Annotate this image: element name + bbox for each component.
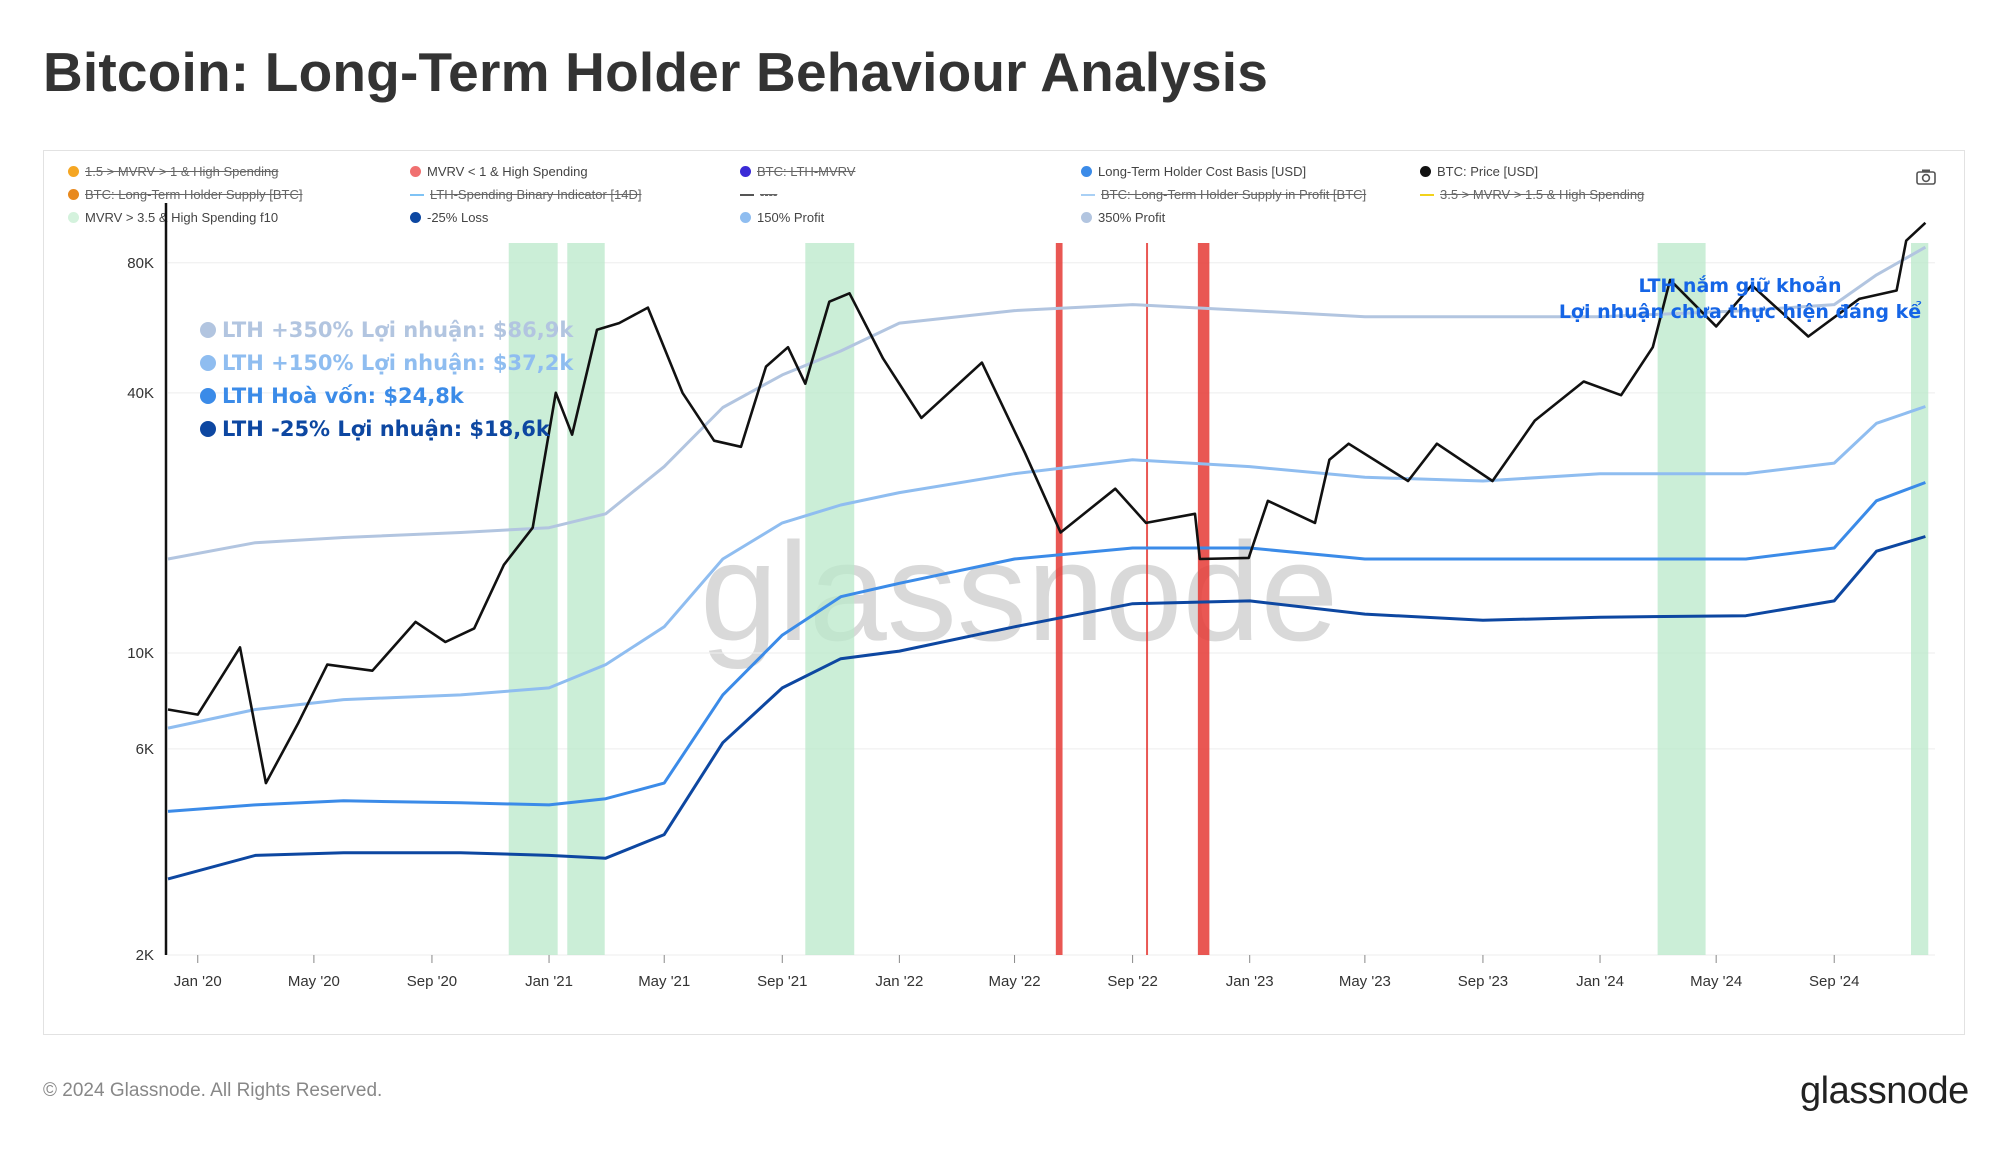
x-tick-label: May '23 xyxy=(1339,973,1391,990)
note-line1: LTH nắm giữ khoản xyxy=(1638,274,1841,297)
camera-icon[interactable] xyxy=(1915,167,1937,187)
note-line2: Lợi nhuận chưa thực hiện đáng kể xyxy=(1559,300,1921,323)
x-tick-label: Sep '23 xyxy=(1458,973,1508,990)
legend-item[interactable]: BTC: Price [USD] xyxy=(1420,164,1538,179)
band-rect xyxy=(1146,243,1149,955)
legend-item[interactable]: BTC: Long-Term Holder Supply [BTC] xyxy=(68,187,302,202)
annotation-dot xyxy=(200,421,216,437)
legend-label: 3.5 > MVRV > 1.5 & High Spending xyxy=(1440,187,1645,202)
legend-swatch xyxy=(740,166,751,177)
legend-label: 1.5 > MVRV > 1 & High Spending xyxy=(85,164,279,179)
annotation-150-profit: LTH +150% Lợi nhuận: $37,2k xyxy=(222,351,574,375)
legend-label: MVRV < 1 & High Spending xyxy=(427,164,588,179)
legend-swatch xyxy=(1420,193,1434,196)
legend-item[interactable]: BTC: Long-Term Holder Supply in Profit [… xyxy=(1081,187,1366,202)
legend-item[interactable]: BTC: LTH-MVRV xyxy=(740,164,855,179)
annotation-dot xyxy=(200,355,216,371)
legend-swatch xyxy=(740,193,754,196)
x-tick-label: May '20 xyxy=(288,973,340,990)
annotation-dot xyxy=(200,388,216,404)
legend-item[interactable]: -25% Loss xyxy=(410,210,488,225)
legend-item[interactable]: MVRV > 3.5 & High Spending f10 xyxy=(68,210,278,225)
y-tick-label: 40K xyxy=(127,385,154,402)
x-axis-ticks: Jan '20 May '20 Sep '20 Jan '21 May '21 Sep '… xyxy=(174,955,1859,990)
legend-item[interactable]: 3.5 > MVRV > 1.5 & High Spending xyxy=(1420,187,1644,202)
legend-item[interactable]: MVRV < 1 & High Spending xyxy=(410,164,588,179)
y-tick-label: 2K xyxy=(136,947,154,964)
legend-label: LTH-Spending Binary Indicator [14D] xyxy=(430,187,642,202)
legend-swatch xyxy=(410,166,421,177)
band-rect xyxy=(567,243,605,955)
annotation-block: LTH +350% Lợi nhuận: $86,9k LTH +150% Lợ… xyxy=(200,318,574,441)
x-tick-label: Jan '20 xyxy=(174,973,222,990)
x-tick-label: May '22 xyxy=(989,973,1041,990)
series-line xyxy=(167,221,1927,785)
series-line xyxy=(167,245,1927,561)
legend-label: BTC: Long-Term Holder Supply in Profit [… xyxy=(1101,187,1367,202)
legend-label: 350% Profit xyxy=(1098,210,1166,225)
series-lines xyxy=(167,221,1927,881)
x-tick-label: May '21 xyxy=(638,973,690,990)
legend-item[interactable]: 150% Profit xyxy=(740,210,824,225)
legend-label: BTC: LTH-MVRV xyxy=(757,164,856,179)
series-line xyxy=(167,535,1926,881)
y-tick-label: 6K xyxy=(136,741,154,758)
legend-item[interactable]: LTH-Spending Binary Indicator [14D] xyxy=(410,187,641,202)
x-tick-label: Jan '24 xyxy=(1576,973,1624,990)
annotation-breakeven: LTH Hoà vốn: $24,8k xyxy=(222,384,465,408)
legend-label: ---- xyxy=(760,187,778,202)
x-tick-label: Jan '22 xyxy=(875,973,923,990)
series-line xyxy=(167,481,1926,813)
legend-label: MVRV > 3.5 & High Spending f10 xyxy=(85,210,279,225)
x-tick-label: Sep '22 xyxy=(1107,973,1157,990)
legend-label: -25% Loss xyxy=(427,210,489,225)
legend-swatch xyxy=(410,193,424,196)
legend-swatch xyxy=(1081,212,1092,223)
band-rect xyxy=(1055,243,1063,955)
x-tick-label: Sep '24 xyxy=(1809,973,1859,990)
x-tick-label: May '24 xyxy=(1690,973,1742,990)
legend-swatch xyxy=(68,189,79,200)
band-rect xyxy=(1197,243,1210,955)
legend-swatch xyxy=(1081,166,1092,177)
chart-frame xyxy=(43,150,1965,1035)
x-tick-label: Jan '23 xyxy=(1226,973,1274,990)
legend-item[interactable]: 350% Profit xyxy=(1081,210,1165,225)
page-title: Bitcoin: Long-Term Holder Behaviour Anal… xyxy=(43,41,1269,103)
band-rect xyxy=(805,243,855,955)
x-tick-label: Sep '20 xyxy=(407,973,457,990)
annotation-25-loss: LTH -25% Lợi nhuận: $18,6k xyxy=(222,417,551,441)
annotation-350-profit: LTH +350% Lợi nhuận: $86,9k xyxy=(222,318,574,342)
legend-label: BTC: Price [USD] xyxy=(1437,164,1539,179)
band-rect xyxy=(508,243,558,955)
legend-item[interactable]: ---- xyxy=(740,187,777,202)
gridlines xyxy=(168,262,1935,956)
chart-legend: 1.5 > MVRV > 1 & High Spending MVRV < 1 … xyxy=(68,164,1668,234)
band-rect xyxy=(1657,243,1706,955)
y-axis-ticks: 2K 6K 10K 40K 80K xyxy=(127,255,154,964)
y-tick-label: 80K xyxy=(127,255,154,272)
x-tick-label: Jan '21 xyxy=(525,973,573,990)
legend-swatch xyxy=(1420,166,1431,177)
y-tick-label: 10K xyxy=(127,645,154,662)
watermark: glassnode xyxy=(700,513,1338,670)
legend-item[interactable]: Long-Term Holder Cost Basis [USD] xyxy=(1081,164,1306,179)
series-line xyxy=(167,405,1926,730)
legend-swatch xyxy=(410,212,421,223)
band-rect xyxy=(1911,243,1929,955)
highlight-bands xyxy=(508,243,1929,955)
legend-swatch xyxy=(68,212,79,223)
annotation-dot xyxy=(200,322,216,338)
legend-swatch xyxy=(740,212,751,223)
legend-item[interactable]: 1.5 > MVRV > 1 & High Spending xyxy=(68,164,278,179)
legend-swatch xyxy=(1081,193,1095,196)
legend-swatch xyxy=(68,166,79,177)
legend-label: BTC: Long-Term Holder Supply [BTC] xyxy=(85,187,303,202)
legend-label: Long-Term Holder Cost Basis [USD] xyxy=(1098,164,1307,179)
x-tick-label: Sep '21 xyxy=(757,973,807,990)
legend-label: 150% Profit xyxy=(757,210,825,225)
footer-logo: glassnode xyxy=(1800,1070,1969,1112)
footer-copyright: © 2024 Glassnode. All Rights Reserved. xyxy=(43,1080,383,1101)
